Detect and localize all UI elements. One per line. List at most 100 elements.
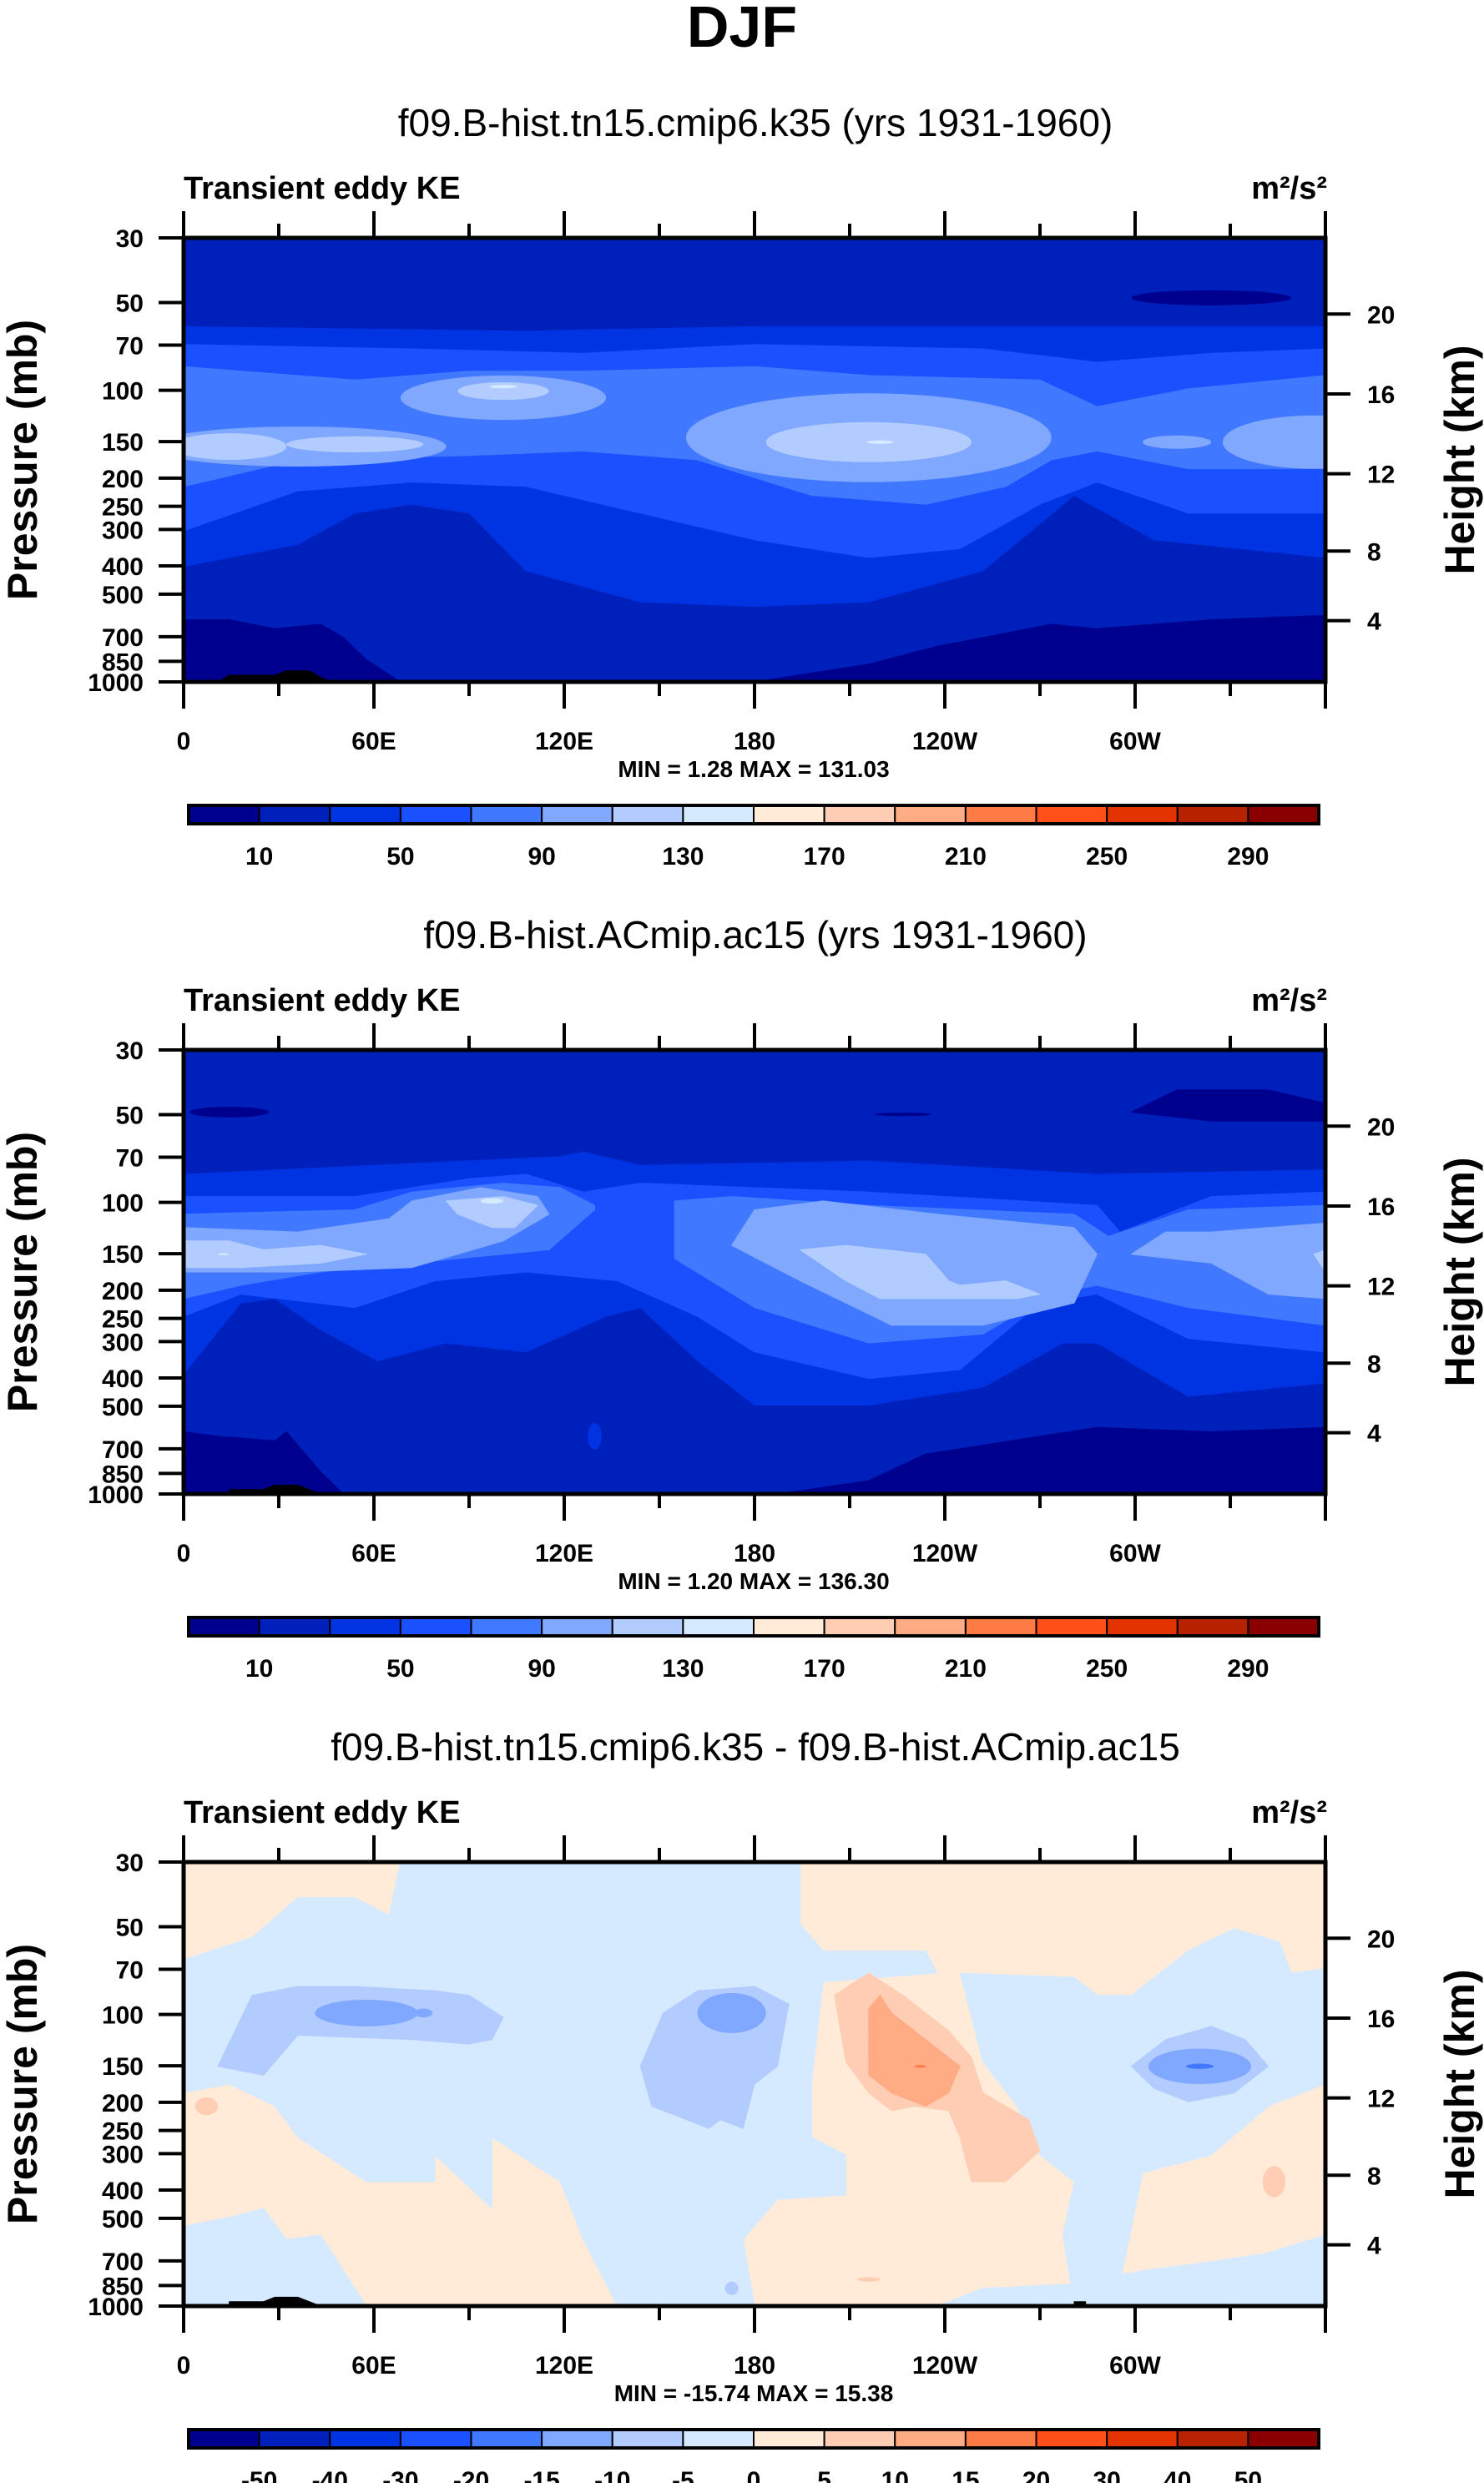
colorbar-box [541, 805, 613, 825]
colorbar-box [1106, 805, 1179, 825]
y2-tick-label: 20 [1367, 1925, 1395, 1953]
y-tick-label: 500 [102, 2206, 144, 2233]
colorbar-label: 20 [1022, 2467, 1050, 2483]
colorbar-box [682, 805, 755, 825]
contour-band-6 [446, 1196, 538, 1229]
colorbar-label: 10 [245, 1655, 273, 1683]
colorbar-box [894, 805, 967, 825]
x-tick-label: 180 [734, 1540, 775, 1567]
y-tick-label: 150 [102, 2053, 144, 2081]
colorbar-box [1035, 1617, 1108, 1637]
y2-tick-label: 20 [1367, 1113, 1395, 1141]
y-axis-label: Pressure (mb) [0, 1944, 46, 2224]
colorbar-box [682, 2429, 755, 2449]
colorbar-box [1247, 1617, 1320, 1637]
colorbar-label: -20 [453, 2467, 489, 2483]
y2-tick-label: 8 [1367, 538, 1381, 566]
colorbar-label: 290 [1227, 843, 1269, 871]
colorbar-box [611, 1617, 684, 1637]
units-label: m²/s² [1251, 1795, 1327, 1830]
colorbar-label: 130 [662, 843, 704, 871]
colorbar-frame [187, 804, 1320, 825]
colorbar-box [964, 1617, 1037, 1637]
colorbar-box [470, 805, 543, 825]
contour-band-5 [697, 1992, 766, 2033]
x-tick-label: 0 [177, 1540, 191, 1567]
colorbar-box [1247, 805, 1320, 825]
y2-tick-label: 8 [1367, 2163, 1381, 2190]
colorbar-box [258, 805, 331, 825]
contour-band-6 [800, 1244, 1041, 1300]
y-tick-label: 300 [102, 2141, 144, 2168]
x-tick-label: 120W [912, 728, 978, 755]
y-tick-label: 50 [116, 1103, 144, 1130]
y2-axis-label: Height (km) [1436, 1158, 1483, 1387]
min-max-stats: MIN = 1.20 MAX = 136.30 [618, 1568, 889, 1594]
x-tick-label: 60E [351, 728, 396, 755]
contour-band-7 [489, 385, 517, 389]
contour-band-5 [315, 1999, 418, 2026]
y-tick-label: 50 [116, 1915, 144, 1942]
colorbar-box [753, 805, 825, 825]
colorbar-box [753, 2429, 825, 2449]
figure-title: DJF [687, 0, 797, 59]
contour-band-7 [959, 1928, 1325, 2306]
contour-band-7 [274, 2047, 436, 2183]
contour-band-7 [184, 2208, 367, 2306]
y-tick-label: 400 [102, 2178, 144, 2205]
y-tick-label: 200 [102, 2090, 144, 2117]
colorbar-box [1106, 2429, 1179, 2449]
y2-axis-label: Height (km) [1436, 346, 1483, 575]
colorbar-box [188, 1617, 260, 1637]
colorbar-label: 40 [1163, 2467, 1191, 2483]
contour-fill [184, 1862, 1325, 2306]
y-tick-label: 700 [102, 1436, 144, 1464]
contour-band-6 [286, 436, 424, 452]
y-tick-label: 300 [102, 1329, 144, 1356]
colorbar-frame [187, 1616, 1320, 1638]
contour-band-9 [194, 2097, 219, 2116]
x-tick-label: 120E [535, 1540, 593, 1567]
colorbar-box [329, 805, 401, 825]
x-tick-label: 120W [912, 2352, 978, 2380]
colorbar-label: 90 [527, 1655, 555, 1683]
colorbar-box [188, 2429, 260, 2449]
variable-label: Transient eddy KE [184, 983, 461, 1018]
colorbar-box [682, 1617, 755, 1637]
y2-tick-label: 12 [1367, 1274, 1395, 1301]
x-tick-label: 120W [912, 1540, 978, 1567]
colorbar-frame [187, 2428, 1320, 2450]
colorbar-box [470, 2429, 543, 2449]
colorbar-box [894, 2429, 967, 2449]
colorbar-label: -15 [523, 2467, 559, 2483]
contour-band-5 [414, 2008, 433, 2018]
panel-2: f09.B-hist.ACmip.ac15 (yrs 1931-1960) Tra… [0, 913, 1483, 1683]
min-max-stats: MIN = 1.28 MAX = 131.03 [618, 756, 889, 782]
units-label: m²/s² [1251, 983, 1327, 1018]
colorbar-box [823, 2429, 896, 2449]
contour-band-6 [217, 1986, 504, 2076]
colorbar-box [1247, 2429, 1320, 2449]
contour-band-6 [724, 2281, 739, 2295]
colorbar-box [1176, 805, 1249, 825]
contour-band-11 [914, 2065, 926, 2068]
x-tick-label: 120E [535, 2352, 593, 2380]
x-tick-label: 120E [535, 728, 593, 755]
contour-band-6 [184, 433, 287, 460]
colorbar-label: 50 [386, 1655, 414, 1683]
contour-band-0 [754, 614, 1325, 682]
contour-band-0 [776, 1426, 1325, 1494]
y-axis-label: Pressure (mb) [0, 320, 46, 600]
colorbar-label: 90 [527, 843, 555, 871]
colorbar-label: -5 [672, 2467, 694, 2483]
colorbar-box [1176, 1617, 1249, 1637]
y-tick-label: 100 [102, 1190, 144, 1218]
colorbar-label: -40 [312, 2467, 348, 2483]
y-tick-label: 850 [102, 649, 144, 676]
colorbar-label: 15 [951, 2467, 979, 2483]
colorbar-label: 170 [804, 843, 845, 871]
y-axis-label: Pressure (mb) [0, 1132, 46, 1412]
colorbar-box [753, 1617, 825, 1637]
y2-tick-label: 16 [1367, 381, 1395, 409]
x-tick-label: 180 [734, 2352, 775, 2380]
